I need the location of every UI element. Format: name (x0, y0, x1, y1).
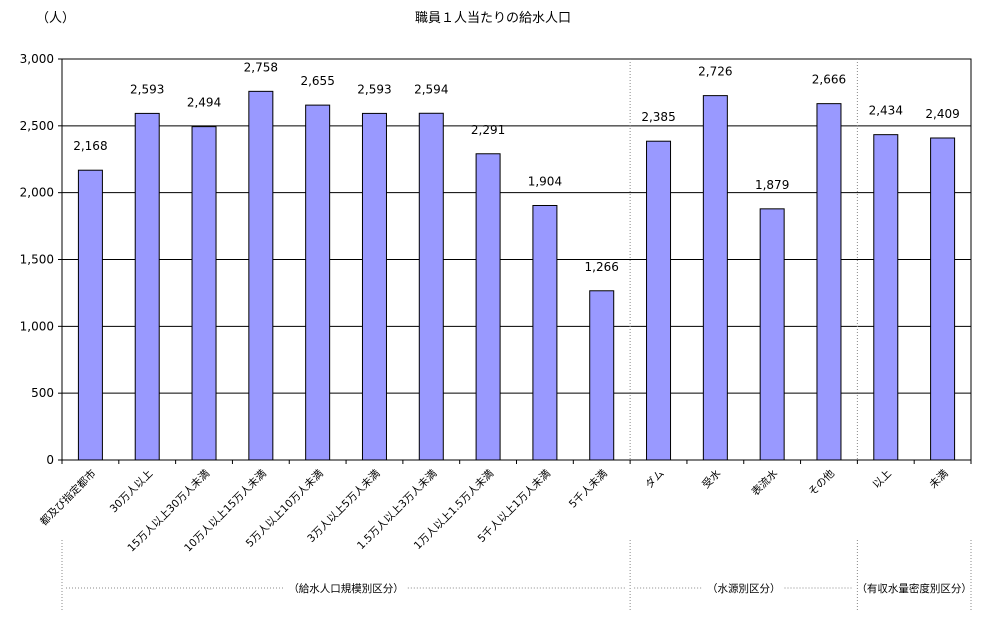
data-label: 2,593 (130, 82, 164, 96)
y-tick-label: 2,000 (20, 186, 54, 200)
group-labels: （給水人口規模別区分） （水源別区分） （有収水量密度別区分） (61, 540, 972, 610)
data-label: 2,594 (414, 82, 448, 96)
data-label: 2,494 (187, 96, 221, 110)
data-label: 2,434 (869, 104, 903, 118)
y-tick-label: 1,500 (20, 253, 54, 267)
bar (759, 208, 785, 461)
chart-title: 職員１人当たりの給水人口 (415, 11, 571, 26)
data-label: 2,666 (812, 73, 846, 87)
y-tick-label: 3,000 (20, 52, 54, 66)
category-label: 未満 (927, 467, 951, 491)
data-label: 2,409 (925, 107, 959, 121)
bar (134, 112, 160, 461)
bar (361, 112, 387, 461)
data-label: 2,726 (698, 65, 732, 79)
data-label: 1,904 (528, 174, 562, 188)
bar (589, 290, 615, 461)
bar (305, 104, 331, 461)
bar (191, 126, 217, 461)
category-label: 30万人以上 (108, 468, 156, 516)
bar (248, 90, 274, 461)
data-label: 2,168 (73, 139, 107, 153)
category-label: 受水 (700, 467, 724, 491)
bar (702, 95, 728, 461)
bar (930, 137, 956, 461)
category-label: その他 (806, 467, 838, 499)
y-axis-unit-label: （人） (36, 11, 75, 26)
category-label: 5千人未満 (567, 467, 610, 510)
bar (77, 169, 103, 461)
category-label: 都及び指定都市 (37, 467, 98, 528)
y-axis-ticks: 0 500 1,000 1,500 2,000 2,500 3,000 (20, 52, 972, 467)
data-label: 1,879 (755, 178, 789, 192)
bar (532, 204, 558, 461)
y-tick-label: 500 (31, 386, 54, 400)
group-label: （給水人口規模別区分） (288, 582, 404, 595)
group-label: （水源別区分） (707, 582, 781, 595)
bar (418, 112, 444, 461)
bar (646, 140, 672, 461)
data-label: 1,266 (585, 260, 619, 274)
category-label: 以上 (871, 468, 894, 491)
data-label: 2,291 (471, 123, 505, 137)
category-label: ダム (643, 467, 667, 491)
y-tick-label: 1,000 (20, 319, 54, 333)
data-labels: 2,168 2,593 2,494 2,758 2,655 2,593 2,594 2,291… (73, 60, 960, 273)
group-label: （有収水量密度別区分） (856, 582, 972, 595)
data-label: 2,655 (300, 74, 334, 88)
data-label: 2,593 (357, 82, 391, 96)
bar (873, 134, 899, 461)
data-label: 2,385 (641, 110, 675, 124)
y-tick-label: 0 (46, 453, 54, 467)
y-tick-label: 2,500 (20, 119, 54, 133)
bar (816, 103, 842, 461)
bar (475, 153, 501, 461)
data-label: 2,758 (244, 60, 278, 74)
category-label: 表流水 (749, 467, 781, 499)
bars (77, 90, 956, 461)
category-labels: 都及び指定都市 30万人以上15万人以上30万人未満10万人以上15万人未満5万人… (37, 467, 951, 555)
